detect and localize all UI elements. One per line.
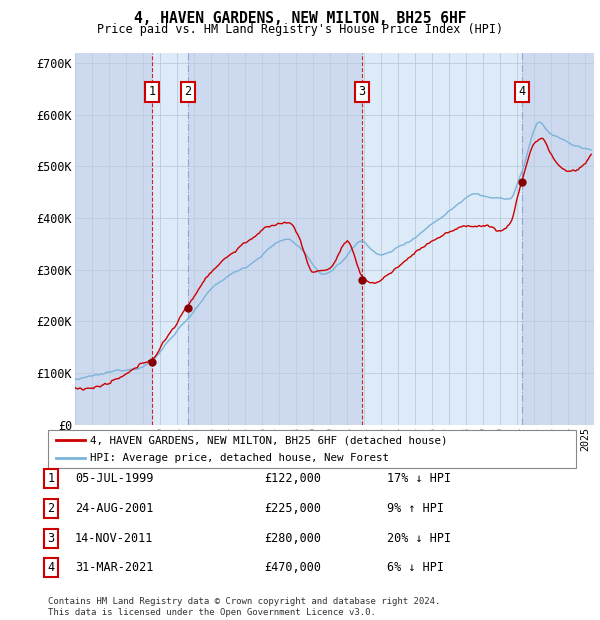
Text: 4, HAVEN GARDENS, NEW MILTON, BH25 6HF (detached house): 4, HAVEN GARDENS, NEW MILTON, BH25 6HF (…: [90, 435, 448, 445]
Text: Price paid vs. HM Land Registry's House Price Index (HPI): Price paid vs. HM Land Registry's House …: [97, 23, 503, 36]
Text: 9% ↑ HPI: 9% ↑ HPI: [387, 502, 444, 515]
Bar: [188, 53, 362, 425]
Text: 6% ↓ HPI: 6% ↓ HPI: [387, 562, 444, 574]
Text: 1: 1: [47, 472, 55, 485]
Text: HPI: Average price, detached house, New Forest: HPI: Average price, detached house, New …: [90, 453, 389, 464]
Text: 4: 4: [518, 86, 525, 98]
Text: 4: 4: [47, 562, 55, 574]
Text: £122,000: £122,000: [264, 472, 321, 485]
Text: 3: 3: [47, 532, 55, 544]
Text: £470,000: £470,000: [264, 562, 321, 574]
Text: 17% ↓ HPI: 17% ↓ HPI: [387, 472, 451, 485]
Text: Contains HM Land Registry data © Crown copyright and database right 2024.
This d: Contains HM Land Registry data © Crown c…: [48, 598, 440, 617]
Text: 4, HAVEN GARDENS, NEW MILTON, BH25 6HF: 4, HAVEN GARDENS, NEW MILTON, BH25 6HF: [134, 11, 466, 25]
Text: 14-NOV-2011: 14-NOV-2011: [75, 532, 154, 544]
Bar: [152, 53, 188, 425]
Text: £280,000: £280,000: [264, 532, 321, 544]
Text: 2: 2: [47, 502, 55, 515]
Text: £225,000: £225,000: [264, 502, 321, 515]
Bar: [362, 53, 521, 425]
Bar: [521, 53, 594, 425]
Text: 3: 3: [359, 86, 365, 98]
Text: 20% ↓ HPI: 20% ↓ HPI: [387, 532, 451, 544]
Text: 31-MAR-2021: 31-MAR-2021: [75, 562, 154, 574]
Text: 1: 1: [148, 86, 155, 98]
Text: 24-AUG-2001: 24-AUG-2001: [75, 502, 154, 515]
Text: 2: 2: [185, 86, 192, 98]
Text: 05-JUL-1999: 05-JUL-1999: [75, 472, 154, 485]
Bar: [75, 53, 152, 425]
